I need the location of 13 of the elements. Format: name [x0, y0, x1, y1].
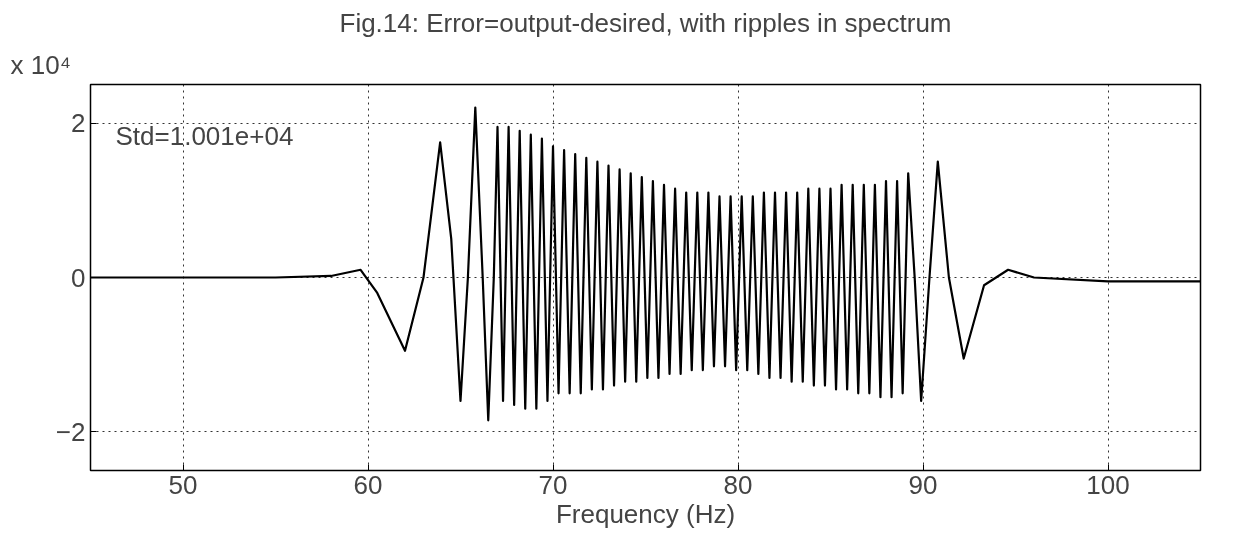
- chart-title: Fig.14: Error=output-desired, with ripples in spectrum: [339, 7, 952, 38]
- annotation: Std=1.001e+04: [115, 120, 294, 151]
- x-tick-label: 100: [1086, 469, 1130, 500]
- y-tick-label: 0: [71, 262, 86, 293]
- x-tick-label: 90: [908, 469, 938, 500]
- x-tick-label: 60: [353, 469, 383, 500]
- text: x 10⁴: [10, 49, 71, 80]
- x-tick-label: 50: [168, 469, 198, 500]
- x-axis-title: Frequency (Hz): [555, 498, 736, 529]
- x-tick-label: 70: [538, 469, 568, 500]
- y-tick-label: −2: [55, 416, 86, 447]
- x-tick-label: 80: [723, 469, 753, 500]
- y-tick-label: 2: [71, 108, 86, 139]
